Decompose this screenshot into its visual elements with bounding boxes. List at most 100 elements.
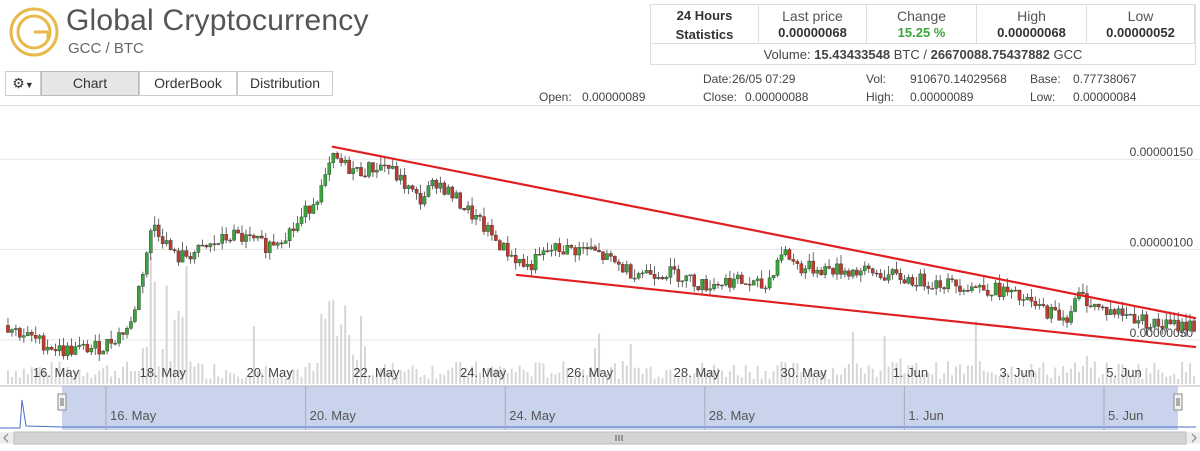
candle-body bbox=[57, 345, 62, 352]
high-info-value: 0.00000089 bbox=[910, 90, 974, 104]
candle-body bbox=[386, 164, 391, 169]
candle-body bbox=[307, 205, 312, 214]
candle-body bbox=[10, 329, 14, 333]
volume-bar bbox=[403, 371, 406, 385]
candle-body bbox=[287, 228, 292, 241]
volume-bar bbox=[165, 285, 168, 385]
settings-dropdown-button[interactable]: ⚙▼ bbox=[5, 71, 41, 96]
scroll-left-arrow-icon[interactable] bbox=[3, 433, 9, 443]
volume-bar bbox=[197, 363, 200, 385]
volume-bar bbox=[613, 363, 616, 385]
volume-bar bbox=[1097, 377, 1100, 385]
candle-body bbox=[339, 158, 343, 163]
candle-body bbox=[743, 283, 748, 285]
volume-bar bbox=[38, 366, 41, 385]
date-value: 26/05 07:29 bbox=[732, 72, 796, 86]
candle-body bbox=[414, 189, 419, 194]
candle-body bbox=[1089, 305, 1093, 308]
candle-body bbox=[494, 234, 498, 241]
candle-body bbox=[394, 166, 399, 181]
volume-bar bbox=[629, 343, 632, 385]
volume-bar bbox=[1018, 377, 1021, 385]
tab-orderbook[interactable]: OrderBook bbox=[139, 71, 237, 96]
candle-body bbox=[755, 278, 760, 281]
candle-body bbox=[1057, 309, 1061, 321]
candle-body bbox=[831, 268, 835, 275]
volume-bar bbox=[1081, 365, 1084, 385]
volume-bar bbox=[399, 370, 402, 385]
volume-bar bbox=[86, 372, 89, 385]
volume-bar bbox=[879, 370, 882, 385]
range-navigator[interactable]: 16. May 20. May 24. May 28. May 1. Jun 5. Jun bbox=[0, 384, 1200, 446]
candle-body bbox=[823, 266, 827, 275]
candle-body bbox=[117, 332, 121, 344]
volume-bar bbox=[221, 378, 224, 385]
tab-chart[interactable]: Chart bbox=[41, 71, 139, 96]
candle-body bbox=[1136, 320, 1141, 324]
open-value: 0.00000089 bbox=[582, 90, 646, 104]
candle-body bbox=[989, 294, 994, 297]
volume-btc: 15.43433548 bbox=[814, 47, 891, 62]
candle-body bbox=[486, 225, 490, 232]
volume-bar bbox=[356, 359, 359, 385]
candle-body bbox=[557, 243, 562, 252]
base-label: Base: bbox=[1030, 72, 1061, 86]
candle-body bbox=[870, 268, 875, 274]
candle-body bbox=[791, 259, 796, 262]
candle-body bbox=[918, 273, 923, 287]
candle-body bbox=[966, 290, 970, 292]
volume-bar bbox=[955, 366, 958, 385]
x-tick-label: 20. May bbox=[246, 365, 293, 380]
candle-body bbox=[335, 153, 340, 159]
candle-body bbox=[795, 261, 800, 264]
volume-bar bbox=[383, 364, 386, 385]
candle-body bbox=[454, 192, 459, 199]
volume-bar bbox=[1042, 362, 1045, 385]
candle-body bbox=[418, 192, 423, 205]
candle-body bbox=[688, 274, 693, 277]
tab-distribution[interactable]: Distribution bbox=[237, 71, 333, 96]
volume-bar bbox=[542, 363, 545, 385]
volume-bar bbox=[625, 365, 628, 385]
candle-body bbox=[1033, 301, 1038, 306]
candle-body bbox=[676, 269, 681, 282]
volume-bar bbox=[1133, 376, 1136, 385]
volume-bar bbox=[1070, 368, 1073, 385]
volume-bar bbox=[962, 373, 965, 385]
candle-body bbox=[902, 279, 907, 284]
navigator-selection[interactable] bbox=[62, 386, 1178, 430]
candle-body bbox=[152, 224, 157, 231]
navigator-right-handle[interactable] bbox=[1173, 393, 1183, 411]
volume-bar bbox=[1054, 367, 1057, 385]
candle-body bbox=[402, 174, 407, 189]
candle-body bbox=[422, 196, 427, 205]
volume-bar bbox=[268, 374, 271, 385]
candle-body bbox=[311, 204, 316, 214]
scroll-right-arrow-icon[interactable] bbox=[1191, 433, 1197, 443]
volume-bar bbox=[125, 361, 128, 385]
navigator-scrollbar-thumb[interactable] bbox=[13, 431, 1187, 445]
candle-body bbox=[359, 167, 363, 177]
volume-bar bbox=[582, 369, 585, 385]
volume-bar bbox=[296, 369, 299, 385]
volume-bar bbox=[828, 378, 831, 385]
volume-bar bbox=[276, 377, 279, 385]
navigator-left-handle[interactable] bbox=[57, 393, 67, 411]
range-navigator-svg[interactable]: 16. May 20. May 24. May 28. May 1. Jun 5. Jun bbox=[0, 384, 1200, 446]
high-cell: High 0.00000068 bbox=[977, 5, 1087, 43]
volume-bar bbox=[320, 313, 323, 385]
volume-bar bbox=[6, 370, 9, 385]
candle-body bbox=[926, 286, 931, 289]
candle-body bbox=[862, 265, 867, 272]
candle-body bbox=[271, 241, 276, 246]
price-chart[interactable]: 0.00000150 0.00000100 0.00000050 16. May 18.… bbox=[0, 105, 1200, 385]
candle-body bbox=[1168, 319, 1173, 325]
candle-body bbox=[29, 332, 34, 336]
navigator-date-label: 20. May bbox=[310, 408, 357, 423]
volume-bar bbox=[74, 370, 77, 385]
volume-bar bbox=[217, 376, 220, 385]
candle-body bbox=[740, 274, 744, 284]
volume-bar bbox=[110, 376, 113, 385]
volume-bar bbox=[411, 365, 414, 385]
